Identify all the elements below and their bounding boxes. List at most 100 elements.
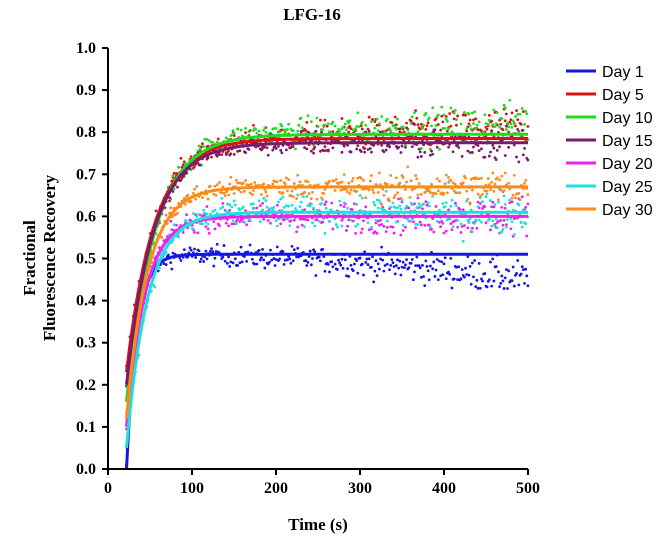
data-point (355, 203, 359, 206)
data-point (495, 176, 499, 180)
data-point (371, 188, 374, 192)
data-point (174, 171, 178, 175)
data-point (461, 208, 465, 212)
data-point (367, 188, 371, 192)
data-point (461, 239, 465, 243)
data-point (326, 122, 330, 126)
data-point (245, 223, 249, 227)
data-point (193, 247, 196, 251)
data-point (507, 130, 511, 134)
data-point (275, 224, 279, 228)
data-point (438, 220, 441, 224)
data-point (436, 278, 440, 282)
data-point (473, 221, 477, 225)
data-point (416, 123, 420, 127)
data-point (435, 177, 439, 181)
data-point (492, 108, 496, 112)
data-point (385, 182, 389, 186)
data-point (478, 194, 482, 198)
data-point (483, 189, 487, 193)
data-point (370, 150, 373, 154)
data-point (196, 231, 200, 235)
data-point (398, 181, 402, 185)
data-point (343, 122, 347, 126)
data-point (389, 129, 393, 133)
data-point (514, 124, 517, 128)
data-point (401, 260, 405, 264)
data-point (154, 209, 158, 213)
data-point (490, 224, 494, 228)
data-point (213, 184, 217, 188)
data-point (441, 120, 445, 124)
data-point (525, 112, 529, 116)
data-point (373, 126, 377, 130)
data-point (309, 149, 313, 153)
data-point (383, 264, 387, 267)
data-point (236, 149, 240, 153)
data-point (472, 118, 475, 122)
data-point (495, 226, 499, 230)
data-point (509, 118, 513, 122)
data-point (172, 172, 176, 175)
data-point (447, 127, 450, 131)
data-point (455, 123, 458, 127)
data-point (249, 182, 253, 186)
data-point (510, 279, 514, 283)
data-point (399, 233, 403, 237)
data-point (502, 287, 506, 290)
data-point (238, 261, 242, 265)
data-point (301, 217, 305, 221)
data-point (409, 122, 413, 125)
data-point (393, 193, 397, 197)
x-axis-label: Time (s) (288, 515, 348, 534)
fit-curve-3 (125, 141, 528, 385)
data-point (348, 125, 352, 128)
data-point (288, 146, 292, 150)
data-point (298, 180, 302, 184)
data-point (516, 259, 520, 262)
data-point (484, 122, 488, 125)
data-point (519, 220, 523, 224)
data-point (363, 250, 367, 254)
data-point (367, 115, 371, 119)
data-point (407, 219, 411, 223)
data-point (456, 225, 460, 229)
data-point (407, 206, 411, 210)
data-point (497, 200, 500, 204)
data-point (290, 203, 294, 207)
data-point (286, 128, 289, 131)
data-point (416, 155, 420, 159)
data-point (248, 218, 252, 222)
data-point (428, 225, 432, 229)
data-point (520, 225, 524, 229)
data-point (359, 150, 363, 153)
data-point (423, 223, 427, 227)
data-point (458, 191, 462, 195)
data-point (197, 213, 201, 216)
data-point (323, 187, 327, 191)
data-point (316, 125, 320, 128)
data-point (414, 109, 418, 112)
data-point (431, 267, 435, 271)
data-point (181, 163, 185, 167)
data-point (360, 227, 364, 231)
data-point (340, 224, 344, 228)
data-point (480, 176, 483, 180)
data-point (266, 153, 270, 157)
data-point (223, 259, 227, 263)
data-point (274, 127, 278, 130)
data-point (288, 257, 292, 261)
data-point (294, 207, 297, 210)
data-point (399, 151, 403, 154)
fit-curve-5 (125, 210, 528, 449)
data-point (375, 123, 379, 127)
data-point (483, 205, 487, 209)
data-point (198, 163, 202, 167)
data-point (224, 221, 228, 225)
data-point (224, 136, 228, 140)
y-tick-label: 0.4 (76, 293, 96, 310)
data-point (208, 184, 212, 188)
data-point (381, 208, 385, 211)
data-point (313, 145, 317, 149)
data-point (312, 151, 315, 155)
